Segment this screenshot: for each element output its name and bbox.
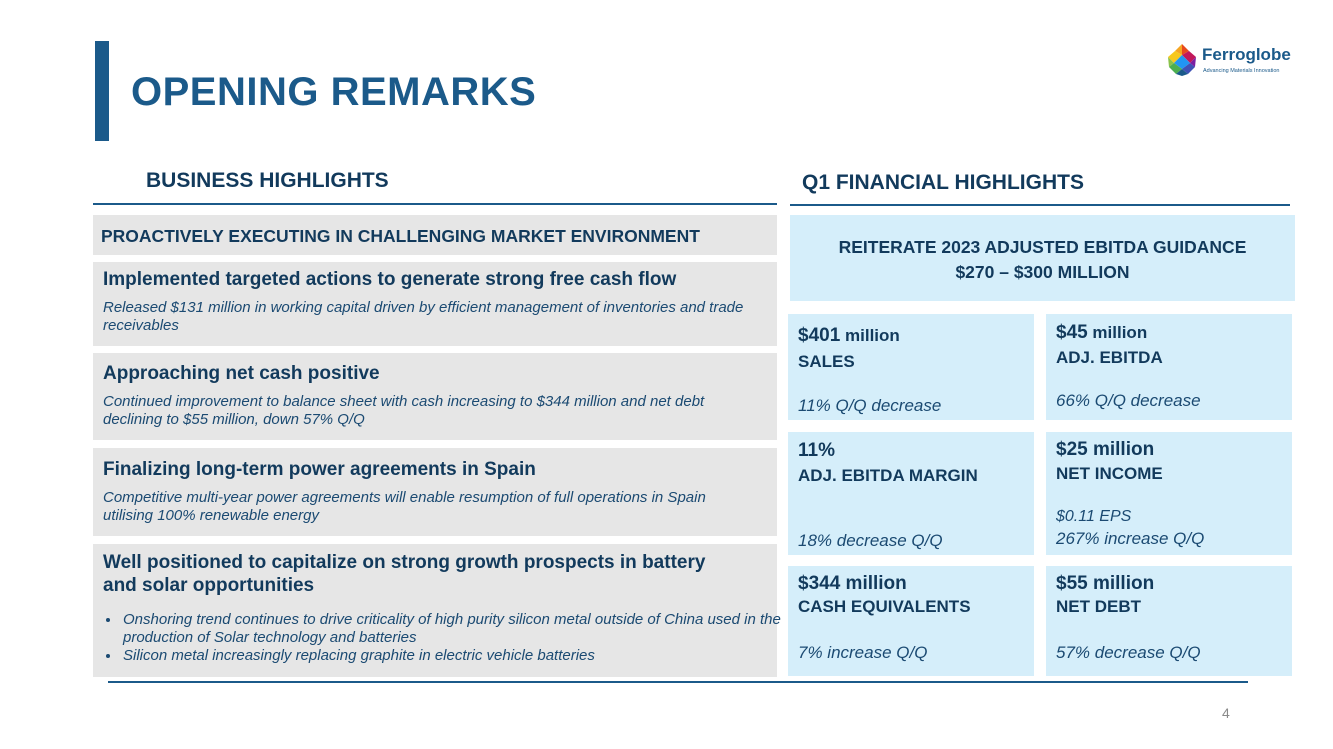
financial-heading-underline — [790, 204, 1290, 206]
business-item: Finalizing long-term power agreements in… — [93, 448, 777, 536]
metric-value: $344 million — [798, 573, 907, 594]
metric-value: $45 million — [1056, 322, 1148, 343]
ebitda-guidance-box: REITERATE 2023 ADJUSTED EBITDA GUIDANCE … — [790, 215, 1295, 301]
metric-label: NET INCOME — [1056, 464, 1163, 483]
logo-tagline: Advancing Materials Innovation — [1203, 68, 1280, 74]
business-item-body: Released $131 million in working capital… — [103, 299, 744, 334]
business-banner: PROACTIVELY EXECUTING IN CHALLENGING MAR… — [93, 215, 777, 255]
ferroglobe-logo: Ferroglobe Advancing Materials Innovatio… — [1166, 43, 1306, 77]
business-item-body: Continued improvement to balance sheet w… — [103, 393, 705, 428]
business-item-title: Finalizing long-term power agreements in… — [103, 459, 536, 480]
page-title: OPENING REMARKS — [131, 70, 537, 114]
metric-note: $0.11 EPS — [1056, 508, 1132, 525]
footer-divider — [108, 681, 1248, 683]
bullet-item: Silicon metal increasingly replacing gra… — [121, 647, 781, 665]
metric-card-ebitda-margin: 11% ADJ. EBITDA MARGIN 18% decrease Q/Q — [788, 432, 1034, 555]
title-accent-bar — [95, 41, 109, 141]
metric-card-cash: $344 million CASH EQUIVALENTS 7% increas… — [788, 566, 1034, 676]
bullet-item: Onshoring trend continues to drive criti… — [121, 611, 781, 647]
business-item-title: Approaching net cash positive — [103, 363, 380, 384]
logo-name: Ferroglobe — [1202, 45, 1291, 64]
metric-card-net-income: $25 million NET INCOME $0.11 EPS 267% in… — [1046, 432, 1292, 555]
business-item-bullets: Onshoring trend continues to drive criti… — [103, 611, 781, 665]
guidance-line-2: $270 – $300 MILLION — [955, 262, 1130, 282]
metric-note: 18% decrease Q/Q — [798, 531, 943, 550]
metric-label: CASH EQUIVALENTS — [798, 597, 971, 616]
page-number: 4 — [1222, 705, 1230, 721]
business-item: Well positioned to capitalize on strong … — [93, 544, 781, 677]
business-item: Approaching net cash positive Continued … — [93, 353, 777, 440]
business-highlights-heading: BUSINESS HIGHLIGHTS — [146, 169, 389, 192]
metric-note-secondary: 267% increase Q/Q — [1056, 529, 1205, 548]
business-item: Implemented targeted actions to generate… — [93, 262, 777, 346]
business-banner-text: PROACTIVELY EXECUTING IN CHALLENGING MAR… — [101, 226, 700, 246]
metric-card-net-debt: $55 million NET DEBT 57% decrease Q/Q — [1046, 566, 1292, 676]
metric-note: 11% Q/Q decrease — [798, 396, 942, 415]
metric-note: 7% increase Q/Q — [798, 643, 928, 662]
metric-value: $401 million — [798, 325, 900, 346]
metric-value: 11% — [798, 440, 835, 461]
metric-note: 57% decrease Q/Q — [1056, 643, 1201, 662]
business-item-title: Well positioned to capitalize on strong … — [103, 552, 706, 596]
metric-card-adj-ebitda: $45 million ADJ. EBITDA 66% Q/Q decrease — [1046, 314, 1292, 420]
globe-logo-icon — [1168, 44, 1196, 76]
business-item-body: Competitive multi-year power agreements … — [103, 489, 706, 524]
metric-label: SALES — [798, 352, 855, 371]
metric-note: 66% Q/Q decrease — [1056, 391, 1201, 410]
metric-value: $25 million — [1056, 439, 1155, 460]
metric-value: $55 million — [1056, 573, 1155, 594]
financial-highlights-heading: Q1 FINANCIAL HIGHLIGHTS — [802, 171, 1084, 194]
business-heading-underline — [93, 203, 777, 205]
metric-label: ADJ. EBITDA MARGIN — [798, 466, 978, 485]
metric-label: ADJ. EBITDA — [1056, 348, 1163, 367]
guidance-line-1: REITERATE 2023 ADJUSTED EBITDA GUIDANCE — [838, 237, 1247, 257]
metric-card-sales: $401 million SALES 11% Q/Q decrease — [788, 314, 1034, 420]
business-item-title: Implemented targeted actions to generate… — [103, 269, 677, 290]
metric-label: NET DEBT — [1056, 597, 1141, 616]
